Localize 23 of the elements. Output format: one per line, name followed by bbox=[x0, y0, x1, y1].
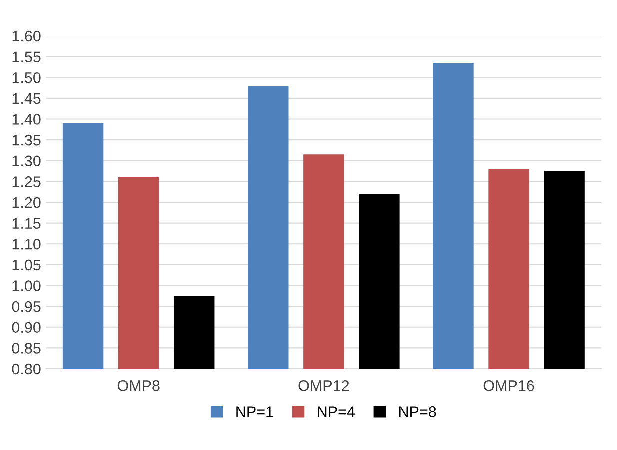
legend-label: NP=4 bbox=[318, 406, 356, 418]
y-tick-label: 1.30 bbox=[12, 156, 41, 167]
y-tick-label: 1.40 bbox=[12, 114, 41, 125]
y-tick-label: 1.50 bbox=[12, 72, 41, 84]
y-tick-label: 0.85 bbox=[12, 343, 41, 354]
y-tick-label: 1.20 bbox=[12, 197, 41, 208]
y-tick-label: 1.00 bbox=[12, 280, 41, 292]
y-tick-label: 0.95 bbox=[12, 301, 41, 312]
y-tick-label: 1.15 bbox=[12, 218, 41, 229]
y-tick-label: 1.35 bbox=[12, 134, 41, 146]
y-tick-label: 1.25 bbox=[12, 176, 41, 188]
y-tick-label: 1.60 bbox=[12, 30, 41, 42]
y-tick-label: 1.55 bbox=[12, 52, 41, 62]
y-tick-label: 1.05 bbox=[12, 260, 41, 271]
x-tick-label: OMP16 bbox=[484, 380, 534, 392]
y-tick-label: 0.80 bbox=[12, 364, 41, 375]
legend-label: NP=8 bbox=[400, 406, 436, 418]
y-tick-label: 0.90 bbox=[12, 322, 41, 334]
y-tick-label: 1.10 bbox=[12, 238, 41, 250]
x-tick-label: OMP12 bbox=[298, 380, 350, 392]
y-tick-label: 1.45 bbox=[12, 93, 41, 104]
x-tick-label: OMP8 bbox=[118, 380, 160, 392]
legend-label: NP=1 bbox=[236, 406, 274, 418]
